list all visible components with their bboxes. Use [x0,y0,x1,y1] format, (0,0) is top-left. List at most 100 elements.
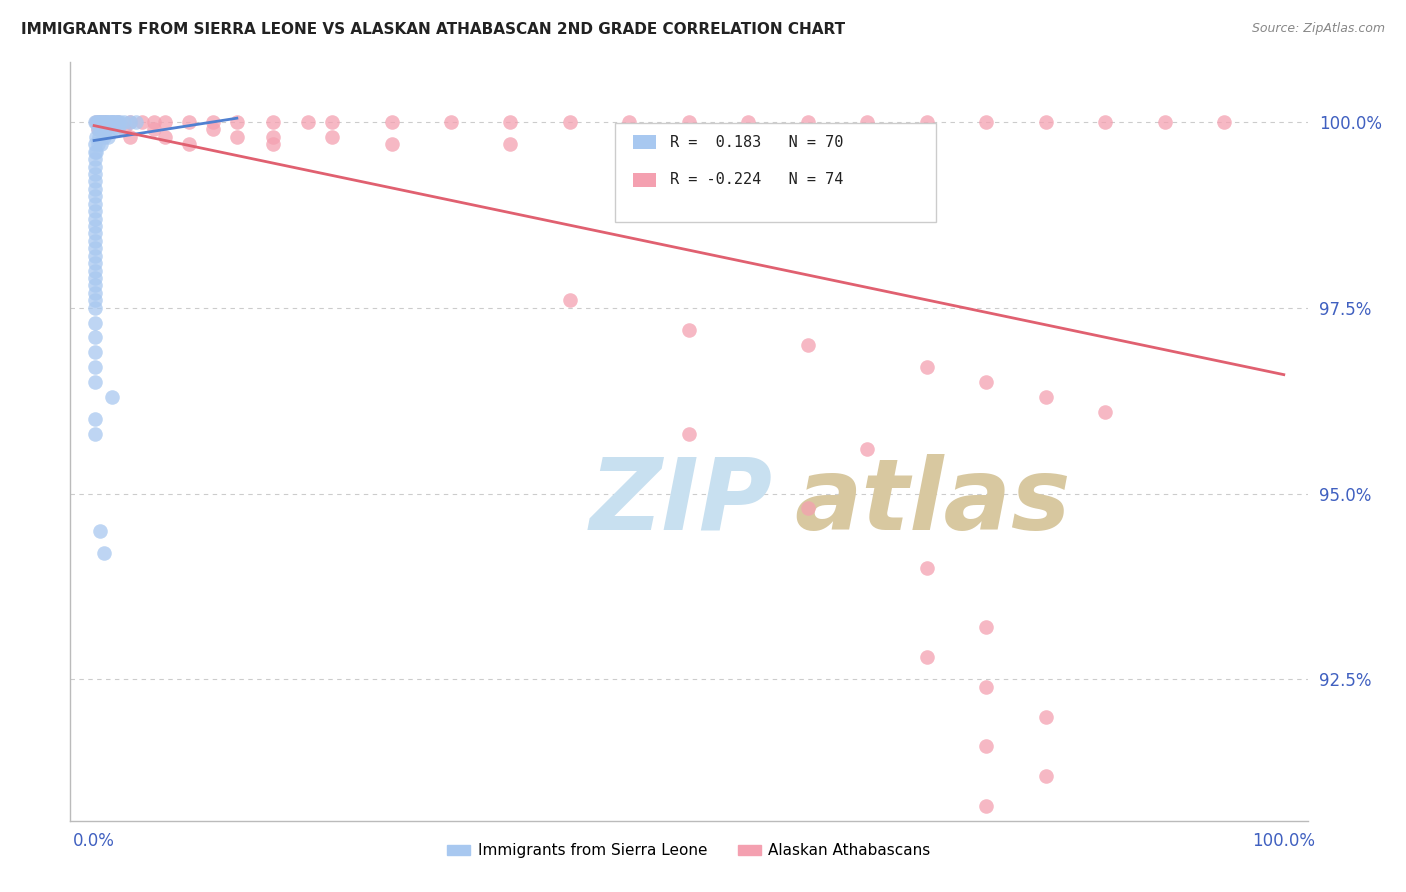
Point [84,427,107,442]
Point [84,219,107,233]
Point [678,137,700,152]
Point [976,680,998,694]
Point [93,115,115,129]
Point [112,122,135,136]
Point [84,152,107,166]
Point [84,204,107,219]
Point [678,323,700,337]
Point [1035,709,1057,723]
Point [90,115,112,129]
Point [225,115,247,129]
Point [84,360,107,375]
Point [678,427,700,442]
Point [558,293,581,308]
Point [94,122,117,136]
Point [797,115,820,129]
Point [101,115,124,129]
Point [321,129,343,144]
Point [96,115,118,129]
Point [84,330,107,344]
Point [101,115,124,129]
Point [856,442,879,456]
Point [112,115,135,129]
Point [84,249,107,263]
Point [90,115,112,129]
Point [86,115,108,129]
Point [84,316,107,330]
Point [87,129,110,144]
Point [101,122,124,136]
Point [103,115,125,129]
Point [976,375,998,389]
Point [110,115,132,129]
Point [90,137,112,152]
Point [84,234,107,248]
Point [84,256,107,270]
Point [84,301,107,315]
Point [1094,405,1116,419]
Point [155,115,177,129]
Point [105,115,128,129]
Point [225,129,247,144]
Point [1153,115,1175,129]
Point [101,390,124,404]
Point [797,338,820,352]
Point [84,293,107,308]
Point [118,115,141,129]
Point [100,115,122,129]
Point [84,182,107,196]
Bar [633,136,655,149]
Point [84,145,107,159]
Point [84,345,107,359]
Text: atlas: atlas [794,454,1070,550]
Point [262,115,284,129]
Point [1035,769,1057,783]
Point [84,174,107,188]
Point [1094,115,1116,129]
Point [84,375,107,389]
Point [915,115,938,129]
Point [84,227,107,241]
Point [107,122,129,136]
Point [131,115,153,129]
Point [84,137,107,152]
Point [94,115,117,129]
Point [89,122,111,136]
Point [976,115,998,129]
Point [84,196,107,211]
Point [86,115,108,129]
Point [86,115,108,129]
Point [558,115,581,129]
Point [155,129,177,144]
Legend: Immigrants from Sierra Leone, Alaskan Athabascans: Immigrants from Sierra Leone, Alaskan At… [447,844,931,858]
Point [797,501,820,516]
Point [94,115,117,129]
Point [179,137,201,152]
Point [380,115,402,129]
Point [97,115,120,129]
Point [976,798,998,813]
Point [87,115,110,129]
Bar [633,173,655,186]
Point [321,115,343,129]
Point [856,115,879,129]
Point [87,115,110,129]
Point [84,241,107,255]
Point [380,137,402,152]
Point [202,122,225,136]
Point [94,122,117,136]
Point [86,129,108,144]
Point [104,115,127,129]
Point [499,115,522,129]
Point [84,211,107,226]
Point [94,115,117,129]
Point [84,167,107,181]
Text: ZIP: ZIP [591,454,773,550]
Point [84,271,107,285]
Point [619,115,641,129]
Point [93,546,115,560]
Point [86,137,108,152]
Point [93,129,115,144]
Point [91,115,114,129]
Point [89,115,111,129]
